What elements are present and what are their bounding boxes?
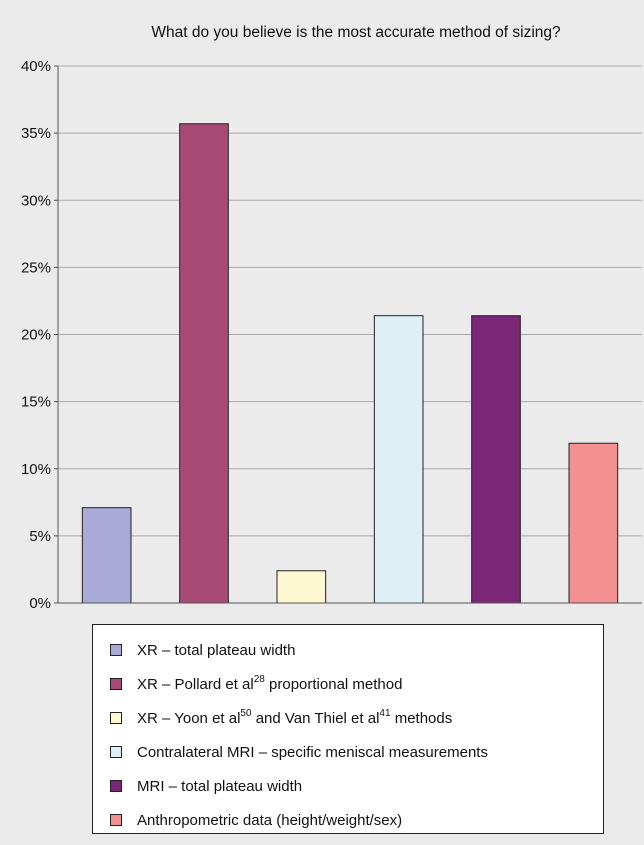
bar xyxy=(277,571,326,603)
chart-title: What do you believe is the most accurate… xyxy=(151,24,561,41)
bar xyxy=(374,316,423,603)
legend-item: MRI – total plateau width xyxy=(110,776,302,796)
legend-label: MRI – total plateau width xyxy=(137,778,302,795)
bar xyxy=(180,124,229,603)
gridlines xyxy=(58,66,642,536)
y-tick-label: 5% xyxy=(29,528,51,545)
legend-label: XR – Yoon et al50 and Van Thiel et al41 … xyxy=(137,709,452,727)
bar xyxy=(472,316,521,603)
bar xyxy=(82,508,131,603)
y-axis-ticks: 0% 5% 10% 15% 20% 25% 30% 35% 40% xyxy=(21,58,58,612)
y-tick-label: 20% xyxy=(21,327,51,344)
legend-label: Contralateral MRI – specific meniscal me… xyxy=(137,744,488,761)
legend-item: XR – Pollard et al28 proportional method xyxy=(110,674,402,694)
bars xyxy=(82,124,617,603)
legend-swatch xyxy=(110,678,122,690)
legend-label: XR – total plateau width xyxy=(137,642,295,659)
legend-swatch xyxy=(110,712,122,724)
legend-item: XR – total plateau width xyxy=(110,640,295,660)
y-tick-label: 15% xyxy=(21,394,51,411)
legend-label: XR – Pollard et al28 proportional method xyxy=(137,675,402,693)
bar xyxy=(569,443,618,603)
y-tick-label: 25% xyxy=(21,259,51,276)
y-tick-label: 35% xyxy=(21,125,51,142)
legend-label: Anthropometric data (height/weight/sex) xyxy=(137,812,402,829)
legend-swatch xyxy=(110,780,122,792)
y-tick-label: 0% xyxy=(29,595,51,612)
legend-item: Anthropometric data (height/weight/sex) xyxy=(110,810,402,830)
legend-swatch xyxy=(110,746,122,758)
legend-item: Contralateral MRI – specific meniscal me… xyxy=(110,742,488,762)
y-tick-label: 10% xyxy=(21,461,51,478)
y-tick-label: 30% xyxy=(21,192,51,209)
legend-swatch xyxy=(110,814,122,826)
legend-swatch xyxy=(110,644,122,656)
legend: XR – total plateau width XR – Pollard et… xyxy=(92,624,604,834)
legend-item: XR – Yoon et al50 and Van Thiel et al41 … xyxy=(110,708,452,728)
y-tick-label: 40% xyxy=(21,58,51,75)
